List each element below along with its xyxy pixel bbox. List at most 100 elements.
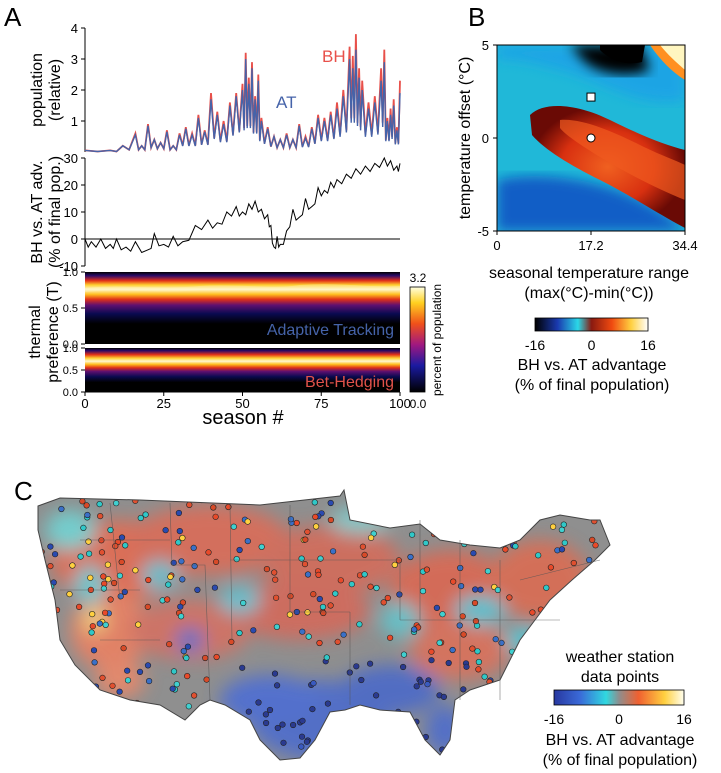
- heatmap-bh-label: Bet-Hedging: [305, 374, 394, 391]
- advantage-ylabel-1: BH vs. AT adv.: [29, 160, 46, 263]
- station-dot: [387, 634, 394, 641]
- station-dot: [212, 513, 219, 520]
- station-dot: [512, 543, 519, 550]
- station-dot: [100, 585, 107, 592]
- station-dot: [101, 609, 109, 616]
- station-dot: [46, 699, 53, 707]
- station-dot: [445, 659, 452, 667]
- station-dot: [373, 692, 380, 699]
- station-dot: [170, 559, 177, 566]
- phase-x-tick-label: 34.4: [672, 238, 697, 253]
- station-dot: [321, 727, 328, 735]
- station-dot: [423, 566, 431, 573]
- season-x-tick-label: 50: [235, 396, 249, 411]
- station-dot: [475, 658, 483, 666]
- station-dot: [58, 505, 65, 513]
- station-dot: [518, 702, 525, 710]
- colorbar-b-ticks: -16 0 16: [525, 337, 656, 353]
- colorbar-a: 3.2 0.0 percent of population: [409, 271, 444, 411]
- population-y-tick-label: 3: [71, 52, 78, 67]
- heatmap-adaptive-tracking: 0.0 0.5 1.0 Adaptive Tracking: [63, 267, 400, 351]
- population-y-tick-label: 4: [71, 21, 78, 36]
- station-dot: [549, 523, 557, 530]
- station-dot: [485, 730, 492, 737]
- station-dot: [166, 641, 173, 648]
- station-dot: [85, 538, 92, 545]
- station-dot: [555, 632, 562, 639]
- station-dot: [373, 584, 380, 592]
- station-dot: [335, 744, 342, 752]
- station-dot: [120, 645, 127, 652]
- station-dot: [391, 561, 398, 569]
- thermal-ylabel-1: thermal: [27, 305, 44, 358]
- panel-a-label: A: [4, 2, 22, 32]
- station-dot: [467, 521, 475, 528]
- station-dot: [368, 534, 375, 541]
- advantage-line: [84, 156, 401, 254]
- advantage-y-tick-label: 0: [71, 232, 78, 247]
- station-dot: [592, 542, 599, 549]
- heatmap-at-label: Adaptive Tracking: [267, 322, 394, 339]
- advantage-series: [84, 156, 401, 254]
- station-dot: [236, 629, 243, 637]
- station-dot: [568, 666, 575, 673]
- station-dot: [472, 617, 480, 625]
- station-dot: [244, 518, 251, 525]
- station-dot: [175, 509, 182, 517]
- station-dot: [178, 558, 185, 565]
- station-dot: [451, 523, 459, 530]
- station-dot: [467, 503, 474, 510]
- station-dot: [327, 748, 334, 756]
- station-dot: [506, 594, 513, 601]
- station-dot: [57, 659, 64, 667]
- station-dot: [589, 536, 596, 544]
- station-dot: [591, 518, 598, 525]
- station-dot: [578, 497, 585, 504]
- station-dot: [38, 746, 46, 753]
- station-dot: [274, 724, 281, 732]
- station-dot: [449, 646, 456, 654]
- station-dot: [47, 543, 54, 550]
- station-dot: [274, 682, 281, 689]
- station-dot: [509, 743, 516, 751]
- station-dot: [380, 599, 387, 606]
- station-dot: [186, 721, 193, 728]
- advantage-y-tick-label: -10: [59, 259, 78, 274]
- station-dot: [440, 693, 448, 701]
- station-dot: [45, 698, 52, 706]
- station-dot: [88, 629, 95, 636]
- station-dot: [48, 748, 55, 755]
- station-dot: [96, 620, 103, 627]
- station-dot: [213, 653, 220, 661]
- station-dot: [468, 513, 475, 521]
- panel-b-label: B: [468, 2, 485, 32]
- station-dot: [273, 594, 280, 601]
- station-dot: [240, 599, 247, 607]
- station-dot: [173, 681, 180, 688]
- station-dot: [118, 558, 125, 566]
- station-dot: [367, 583, 374, 590]
- station-dot: [186, 501, 193, 509]
- heatmap-bh-y-tick-label: 1.0: [63, 343, 78, 355]
- station-dot: [464, 709, 471, 717]
- station-dot: [475, 689, 483, 696]
- station-dot: [581, 579, 588, 587]
- station-dot: [43, 645, 50, 652]
- station-dot: [100, 573, 107, 580]
- station-dot: [121, 588, 128, 596]
- station-dot: [492, 531, 500, 538]
- station-dot: [127, 731, 134, 738]
- station-dot: [588, 724, 595, 731]
- station-dot: [85, 550, 93, 557]
- station-dot: [302, 536, 309, 543]
- station-dot: [484, 568, 492, 575]
- population-y-tick-label: 1: [71, 114, 78, 129]
- station-dot: [228, 638, 235, 646]
- station-dot: [503, 748, 511, 755]
- population-ylabel-2: (relative): [47, 59, 64, 121]
- station-dot: [164, 729, 171, 736]
- station-dot: [184, 672, 191, 680]
- station-dot: [170, 668, 178, 675]
- station-dot: [409, 531, 416, 538]
- colorbar-b: -16 0 16 BH vs. AT advantage (% of final p…: [515, 317, 669, 394]
